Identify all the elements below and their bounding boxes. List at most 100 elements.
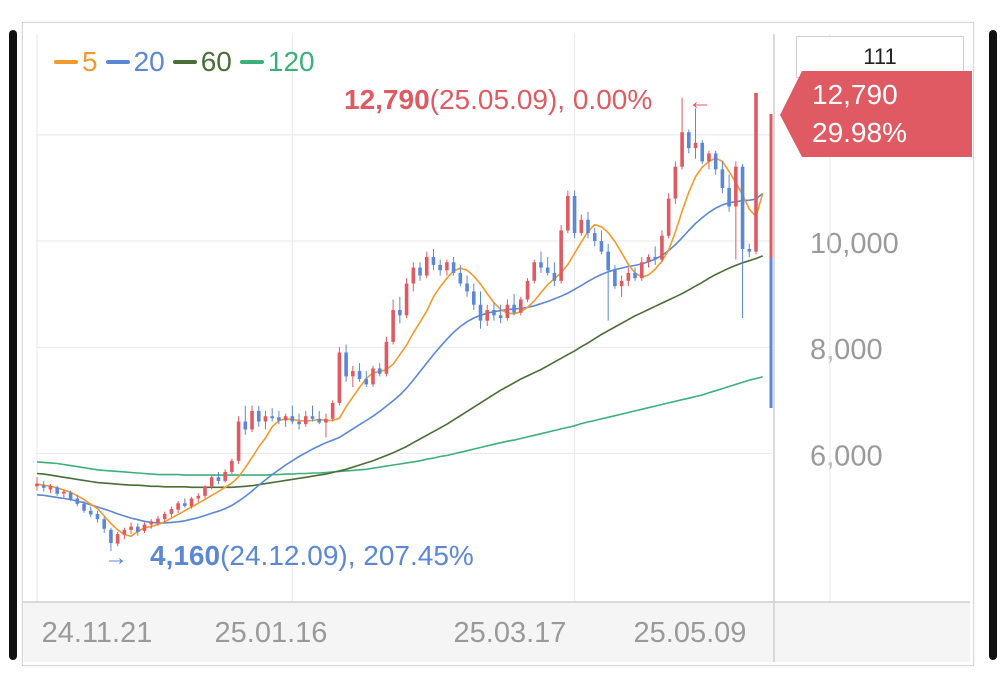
candle-body <box>230 460 234 472</box>
candle-body <box>680 132 684 167</box>
x-tick-label: 24.11.21 <box>42 617 153 649</box>
candle-body <box>95 513 100 520</box>
candle-body <box>330 402 335 419</box>
legend-label: 5 <box>82 46 98 77</box>
legend-item-20[interactable]: 20 <box>105 46 165 78</box>
legend-swatch <box>54 60 78 64</box>
candle-body <box>102 519 106 529</box>
candle-body <box>666 198 671 236</box>
candle-layer <box>35 92 758 552</box>
left-edge-bar <box>9 30 17 660</box>
candle-body <box>371 368 375 385</box>
candle-body <box>619 280 624 287</box>
candle-body <box>720 169 725 188</box>
candle-body <box>209 477 214 487</box>
low-price: 4,160 <box>150 540 221 571</box>
ma-legend: 5 20 60 120 <box>54 46 323 78</box>
candle-body <box>256 410 261 422</box>
candle-body <box>626 272 631 281</box>
candle-body <box>727 187 731 207</box>
candle-body <box>391 310 395 342</box>
candle-body <box>88 510 93 515</box>
legend-item-5[interactable]: 5 <box>54 46 98 78</box>
candle-body <box>149 521 154 525</box>
candle-body <box>754 92 758 252</box>
current-price-tag: 12,790 29.98% <box>780 71 972 157</box>
legend-label: 20 <box>133 46 165 77</box>
candle-body <box>471 291 476 305</box>
candle-body <box>183 503 187 506</box>
candle-body <box>324 418 328 423</box>
candle-body <box>277 417 281 421</box>
candle-body <box>458 272 463 284</box>
candle-body <box>129 526 133 530</box>
candle-body <box>223 471 227 481</box>
candle-body <box>344 352 348 377</box>
candle-body <box>317 418 322 423</box>
x-tick-label: 25.05.09 <box>634 617 747 649</box>
candle-body <box>68 492 73 500</box>
candle-body <box>646 256 651 263</box>
candle-body <box>41 485 46 488</box>
candle-body <box>687 132 691 149</box>
right-edge-bar <box>989 30 997 660</box>
high-price: 12,790 <box>344 84 430 115</box>
candle-body <box>747 248 752 252</box>
candle-body <box>270 416 274 419</box>
high-label: 12,790(25.05.09), 0.00% ← <box>344 84 712 116</box>
candle-body <box>122 529 127 535</box>
candle-body <box>142 524 147 531</box>
candle-body <box>176 503 180 510</box>
candle-body <box>189 498 194 507</box>
candle-body <box>599 241 604 252</box>
candle-body <box>539 262 543 268</box>
candle-body <box>673 166 678 199</box>
candle-body <box>162 513 167 520</box>
axis-layer: 24.11.21 25.01.16 25.03.17 25.05.09 <box>23 34 970 662</box>
candle-body <box>734 166 738 207</box>
low-arrow-icon: → <box>104 544 128 571</box>
candle-body <box>559 230 563 281</box>
candle-body <box>48 485 53 490</box>
candle-body <box>586 219 590 234</box>
candle-body <box>411 267 416 284</box>
candle-body <box>283 416 288 421</box>
candle-body <box>451 262 456 273</box>
candle-body <box>613 270 617 287</box>
current-change: 29.98% <box>812 117 907 148</box>
legend-item-60[interactable]: 60 <box>172 46 232 78</box>
candle-body <box>310 416 315 419</box>
candle-body <box>216 477 221 481</box>
candle-body <box>498 315 503 318</box>
y-tick-label: 6,000 <box>810 440 883 472</box>
candle-body <box>337 352 342 403</box>
candle-body <box>492 310 496 316</box>
legend-swatch <box>239 60 264 64</box>
candle-body <box>693 142 698 149</box>
candle-body <box>566 195 570 231</box>
candle-body <box>75 498 80 504</box>
candle-body <box>398 310 402 316</box>
candle-body <box>707 153 711 162</box>
candle-body <box>545 267 550 273</box>
candle-body <box>250 410 254 430</box>
candle-body <box>384 341 389 374</box>
candle-body <box>424 256 429 276</box>
candle-body <box>377 368 382 374</box>
low-label: → 4,160(24.12.09), 207.45% <box>104 540 474 572</box>
candle-body <box>552 272 557 281</box>
high-detail: (25.05.09), 0.00% <box>429 84 653 115</box>
candle-body <box>263 416 268 422</box>
candle-body <box>660 235 664 260</box>
legend-item-120[interactable]: 120 <box>239 46 315 78</box>
candle-body <box>62 491 66 494</box>
candle-body <box>82 503 86 511</box>
legend-label: 60 <box>200 46 232 77</box>
candle-body <box>606 251 610 271</box>
candle-body <box>525 280 530 300</box>
legend-swatch <box>105 60 130 64</box>
candle-body <box>357 371 362 380</box>
candle-body <box>196 495 201 499</box>
